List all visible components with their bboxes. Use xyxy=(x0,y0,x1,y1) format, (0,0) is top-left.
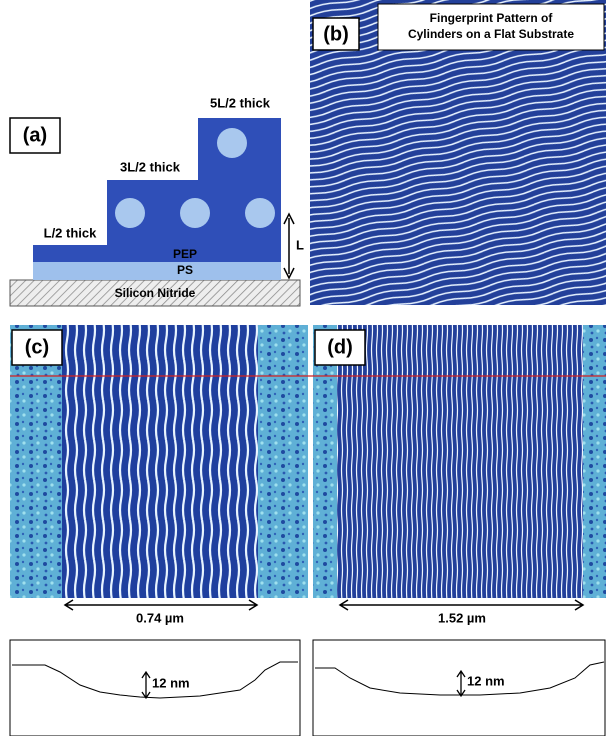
panel-label: (b) xyxy=(323,23,349,45)
width-label: 1.52 µm xyxy=(438,610,486,625)
layer-label: 3L/2 thick xyxy=(120,159,181,174)
width-arrow xyxy=(65,600,257,610)
period-label: L xyxy=(296,237,304,252)
panel-label: (d) xyxy=(327,336,353,358)
ps-layer xyxy=(33,262,281,280)
panel-label: (c) xyxy=(25,336,49,358)
cylinder xyxy=(180,198,210,228)
width-arrow xyxy=(340,600,583,610)
cylinder xyxy=(245,198,275,228)
layer-label: 5L/2 thick xyxy=(210,95,271,110)
depth-label: 12 nm xyxy=(467,673,505,688)
width-label: 0.74 µm xyxy=(136,610,184,625)
panel-c: (c) 0.74 µm 12 nm xyxy=(10,325,308,736)
panel-title: Cylinders on a Flat Substrate xyxy=(408,27,574,41)
figure: (a) 5L/2 thick 3L/2 thick L/2 thick PEP … xyxy=(0,0,606,736)
panel-title: Fingerprint Pattern of xyxy=(430,11,554,25)
trench xyxy=(337,325,583,598)
panel-label: (a) xyxy=(23,124,47,146)
depth-label: 12 nm xyxy=(152,675,190,690)
panel-d: (d) 1.52 µm 12 nm xyxy=(313,325,606,736)
page: {"panel_a": {"label": "(a)", "layers": {… xyxy=(0,0,606,736)
material-label: PEP xyxy=(173,247,197,261)
material-label: PS xyxy=(177,263,193,277)
cylinder xyxy=(217,128,247,158)
trench xyxy=(62,325,258,598)
cylinder xyxy=(115,198,145,228)
material-label: Silicon Nitride xyxy=(115,286,196,300)
panel-a: (a) 5L/2 thick 3L/2 thick L/2 thick PEP … xyxy=(10,95,304,306)
layer-label: L/2 thick xyxy=(44,225,98,240)
profile-box xyxy=(313,640,605,736)
period-arrow xyxy=(284,214,294,278)
panel-b: (b) Fingerprint Pattern of Cylinders on … xyxy=(310,0,606,305)
